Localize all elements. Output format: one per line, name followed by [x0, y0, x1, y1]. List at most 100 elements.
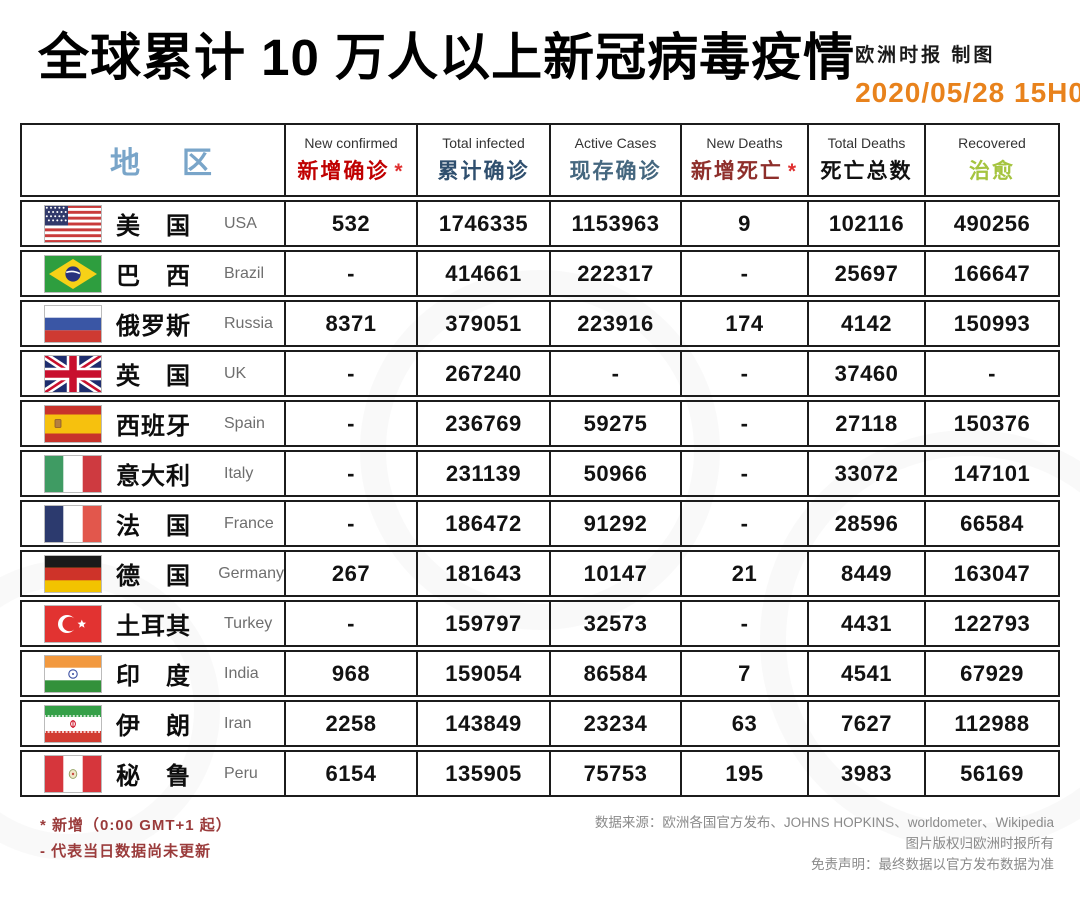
cell-new-deaths: - — [680, 502, 807, 545]
table-row: 印 度 India 968 159054 86584 7 4541 67929 — [20, 650, 1060, 697]
cell-total-deaths: 37460 — [807, 352, 924, 395]
country-name-en: Iran — [224, 714, 252, 732]
country-name-en: USA — [224, 214, 257, 232]
cell-active-cases: 222317 — [549, 252, 680, 295]
footer: * 新增（0:00 GMT+1 起） - 代表当日数据尚未更新 数据来源：欧洲各… — [0, 797, 1080, 876]
cell-recovered: 112988 — [924, 702, 1058, 745]
header-zh-label: 新增确诊 * — [297, 160, 405, 183]
cell-total-infected: 236769 — [416, 402, 549, 445]
header-total-deaths: Total Deaths 死亡总数 — [807, 125, 924, 195]
cell-total-deaths: 8449 — [807, 552, 924, 595]
cell-new-confirmed: - — [284, 602, 416, 645]
header-zh-label: 死亡总数 — [820, 160, 913, 183]
germany-flag-icon — [44, 554, 102, 593]
cell-new-confirmed: - — [284, 402, 416, 445]
country-name-zh: 英 国 — [116, 363, 191, 390]
country-name-zh: 德 国 — [116, 563, 191, 590]
footnote-new: * 新增（0:00 GMT+1 起） — [40, 817, 232, 834]
cell-new-deaths: 21 — [680, 552, 807, 595]
cell-active-cases: 86584 — [549, 652, 680, 695]
region-cell: 意大利 Italy — [22, 452, 284, 495]
cell-recovered: 56169 — [924, 752, 1058, 795]
report-datetime: 2020/05/28 15H00 — [855, 77, 1080, 108]
cell-total-deaths: 4142 — [807, 302, 924, 345]
cell-new-confirmed: 532 — [284, 202, 416, 245]
cell-active-cases: 23234 — [549, 702, 680, 745]
cell-new-deaths: - — [680, 252, 807, 295]
cell-new-confirmed: - — [284, 352, 416, 395]
india-flag-icon — [44, 654, 102, 693]
table-row: 俄罗斯 Russia 8371 379051 223916 174 4142 1… — [20, 300, 1060, 347]
datetime-line: 2020/05/28 15H00 （巴黎时间） — [855, 77, 1080, 109]
country-name-zh: 土耳其 — [116, 613, 191, 640]
cell-recovered: 150376 — [924, 402, 1058, 445]
cell-total-infected: 379051 — [416, 302, 549, 345]
cell-new-deaths: - — [680, 602, 807, 645]
region-cell: 美 国 USA — [22, 202, 284, 245]
table-row: 秘 鲁 Peru 6154 135905 75753 195 3983 5616… — [20, 750, 1060, 797]
cell-total-infected: 159797 — [416, 602, 549, 645]
country-name-zh: 意大利 — [116, 463, 191, 490]
region-cell: 秘 鲁 Peru — [22, 752, 284, 795]
country-name-zh: 法 国 — [116, 513, 191, 540]
cell-new-deaths: 195 — [680, 752, 807, 795]
uk-flag-icon — [44, 354, 102, 393]
header-new-confirmed: New confirmed 新增确诊 * — [284, 125, 416, 195]
region-cell: 西班牙 Spain — [22, 402, 284, 445]
cell-recovered: 66584 — [924, 502, 1058, 545]
region-cell: 土耳其 Turkey — [22, 602, 284, 645]
table-row: 巴 西 Brazil - 414661 222317 - 25697 16664… — [20, 250, 1060, 297]
cell-total-deaths: 28596 — [807, 502, 924, 545]
cell-total-infected: 186472 — [416, 502, 549, 545]
country-name-en: Turkey — [224, 614, 273, 632]
france-flag-icon — [44, 504, 102, 543]
cell-new-confirmed: 2258 — [284, 702, 416, 745]
cell-recovered: - — [924, 352, 1058, 395]
country-name-zh: 俄罗斯 — [116, 313, 191, 340]
cell-new-deaths: - — [680, 402, 807, 445]
country-name-zh: 印 度 — [116, 663, 191, 690]
cell-new-deaths: 174 — [680, 302, 807, 345]
cell-total-infected: 159054 — [416, 652, 549, 695]
table-row: 法 国 France - 186472 91292 - 28596 66584 — [20, 500, 1060, 547]
cell-total-deaths: 3983 — [807, 752, 924, 795]
region-cell: 法 国 France — [22, 502, 284, 545]
cell-total-deaths: 4431 — [807, 602, 924, 645]
country-name-zh: 巴 西 — [116, 263, 191, 290]
cell-new-deaths: 9 — [680, 202, 807, 245]
russia-flag-icon — [44, 304, 102, 343]
cell-new-deaths: 63 — [680, 702, 807, 745]
cell-total-infected: 267240 — [416, 352, 549, 395]
country-name-en: UK — [224, 364, 247, 382]
country-name-en: France — [224, 514, 274, 532]
cell-total-deaths: 4541 — [807, 652, 924, 695]
cell-recovered: 490256 — [924, 202, 1058, 245]
country-name-en: Spain — [224, 414, 265, 432]
header-en-label: Recovered — [958, 135, 1026, 151]
credit-block: 欧洲时报 制图 2020/05/28 15H00 （巴黎时间） — [855, 30, 1080, 109]
cell-recovered: 150993 — [924, 302, 1058, 345]
header-new-deaths: New Deaths 新增死亡 * — [680, 125, 807, 195]
header-en-label: Total infected — [442, 135, 525, 151]
cell-new-confirmed: 968 — [284, 652, 416, 695]
cell-total-deaths: 33072 — [807, 452, 924, 495]
table-row: 德 国 Germany 267 181643 10147 21 8449 163… — [20, 550, 1060, 597]
header-en-label: New confirmed — [304, 135, 398, 151]
country-name-zh: 美 国 — [116, 213, 191, 240]
cell-total-deaths: 25697 — [807, 252, 924, 295]
cell-total-infected: 135905 — [416, 752, 549, 795]
table-header-row: 地 区 New confirmed 新增确诊 * Total infected 累… — [20, 123, 1060, 197]
cell-total-infected: 143849 — [416, 702, 549, 745]
cell-active-cases: 223916 — [549, 302, 680, 345]
header-region: 地 区 — [22, 125, 284, 195]
cell-recovered: 166647 — [924, 252, 1058, 295]
cell-total-infected: 181643 — [416, 552, 549, 595]
cell-active-cases: 1153963 — [549, 202, 680, 245]
cell-new-deaths: 7 — [680, 652, 807, 695]
italy-flag-icon — [44, 454, 102, 493]
cell-new-confirmed: - — [284, 502, 416, 545]
usa-flag-icon — [44, 204, 102, 243]
country-name-en: Brazil — [224, 264, 265, 282]
table-row: 英 国 UK - 267240 - - 37460 - — [20, 350, 1060, 397]
